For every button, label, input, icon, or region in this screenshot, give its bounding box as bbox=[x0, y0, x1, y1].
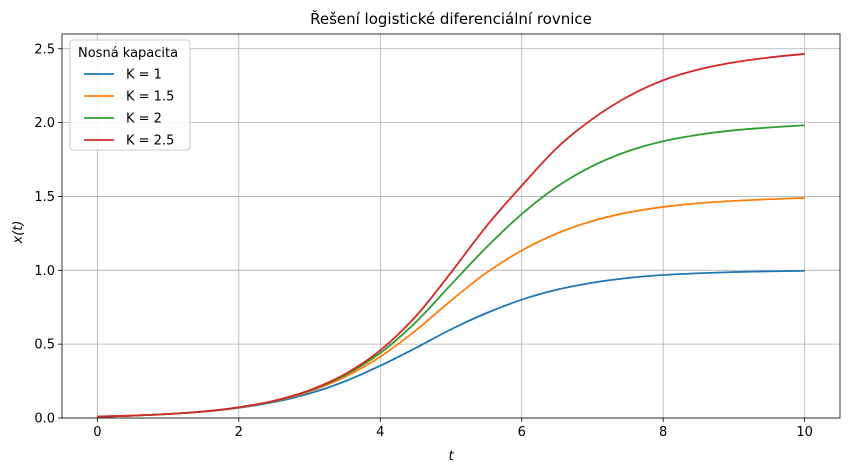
x-tick-label: 6 bbox=[518, 425, 526, 440]
legend-label-4: K = 2.5 bbox=[126, 134, 174, 149]
legend: Nosná kapacita K = 1 K = 1.5 K = 2 K = 2.5 bbox=[69, 39, 191, 151]
y-tick-label: 0.0 bbox=[34, 412, 55, 427]
legend-label-1: K = 1 bbox=[126, 68, 162, 83]
chart-title: Řešení logistické diferenciální rovnice bbox=[310, 9, 592, 28]
legend-box bbox=[69, 39, 191, 151]
y-tick-label: 0.5 bbox=[34, 338, 55, 353]
y-tick-label: 1.0 bbox=[34, 264, 55, 279]
series-lines bbox=[97, 53, 805, 418]
x-tick-label: 2 bbox=[235, 425, 243, 440]
x-tick-label: 0 bbox=[93, 425, 101, 440]
legend-label-2: K = 1.5 bbox=[126, 90, 174, 105]
legend-title: Nosná kapacita bbox=[78, 46, 178, 61]
y-tick-label: 2.0 bbox=[34, 116, 55, 131]
x-tick-label: 4 bbox=[376, 425, 384, 440]
x-tick-label: 10 bbox=[796, 425, 813, 440]
y-axis-ticks: 0.0 0.5 1.0 1.5 2.0 2.5 bbox=[34, 42, 62, 427]
y-tick-label: 1.5 bbox=[34, 190, 55, 205]
x-axis-label: t bbox=[448, 449, 454, 464]
y-axis-label: x(t) bbox=[11, 221, 26, 245]
plot-frame bbox=[61, 33, 841, 419]
y-tick-label: 2.5 bbox=[34, 42, 55, 57]
x-axis-ticks: 0 2 4 6 8 10 bbox=[93, 418, 813, 440]
series-line-4 bbox=[97, 53, 805, 418]
legend-label-3: K = 2 bbox=[126, 112, 162, 127]
x-tick-label: 8 bbox=[659, 425, 667, 440]
